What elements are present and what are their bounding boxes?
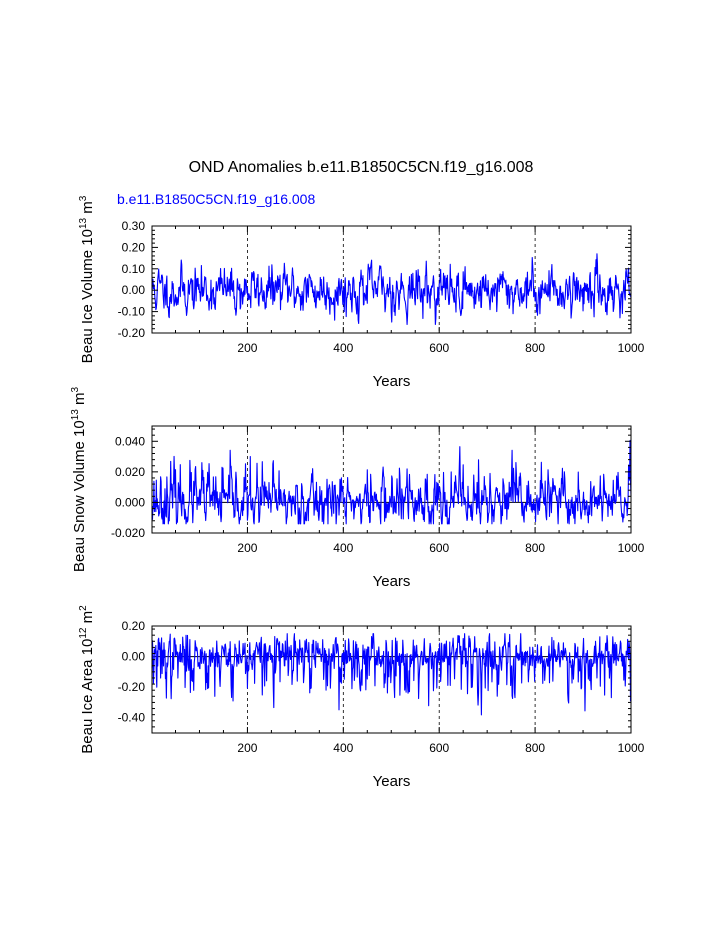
x-tick-label: 600 <box>429 341 449 355</box>
y-axis-title-unit: m <box>71 392 88 409</box>
y-axis-title: Beau Ice Volume 1013 m3 <box>78 195 96 363</box>
x-tick-label: 200 <box>237 541 257 555</box>
series-line <box>151 633 632 716</box>
figure-title: OND Anomalies b.e11.B1850C5CN.f19_g16.00… <box>189 159 534 176</box>
x-tick-label: 600 <box>429 541 449 555</box>
y-tick-label: 0.20 <box>122 240 146 254</box>
y-axis-title-exponent: 13 <box>78 217 89 229</box>
y-axis-title-unit-exponent: 2 <box>78 605 89 611</box>
y-axis-title-unit-exponent: 3 <box>78 195 89 201</box>
x-tick-label: 800 <box>525 541 545 555</box>
series-line <box>151 439 632 525</box>
x-tick-label: 400 <box>333 741 353 755</box>
chart-panel-2: 200 400 600 800 1000 -0.020 0.000 0.020 0.040 Yea… <box>70 386 645 590</box>
y-tick-label: 0.000 <box>115 495 145 509</box>
plot-frame <box>151 625 632 734</box>
y-tick-label: 0.00 <box>122 283 146 297</box>
y-tick-label: -0.020 <box>111 526 145 540</box>
chart-panel-1: 200 400 600 800 1000 -0.20 -0.10 0.00 0.10 0.20 0.… <box>78 195 645 390</box>
x-tick-label: 1000 <box>618 541 645 555</box>
y-axis-title-unit: m <box>79 611 96 628</box>
y-tick-label: -0.10 <box>118 305 146 319</box>
y-tick-label: 0.10 <box>122 262 146 276</box>
y-tick-label: -0.20 <box>118 680 146 694</box>
x-tick-label: 1000 <box>618 341 645 355</box>
y-axis-title-main: Beau Snow Volume 10 <box>71 420 88 572</box>
x-tick-label: 800 <box>525 741 545 755</box>
y-axis-title: Beau Ice Area 1012 m2 <box>78 605 96 754</box>
x-tick-label: 200 <box>237 341 257 355</box>
legend-label: b.e11.B1850C5CN.f19_g16.008 <box>117 191 315 207</box>
x-tick-label: 1000 <box>618 741 645 755</box>
y-tick-label: 0.020 <box>115 465 145 479</box>
y-axis-title-main: Beau Ice Volume 10 <box>79 229 96 363</box>
y-axis-title-unit-exponent: 3 <box>70 386 81 392</box>
y-tick-label: 0.20 <box>122 619 146 633</box>
x-tick-label: 800 <box>525 341 545 355</box>
chart-panel-3: 200 400 600 800 1000 -0.40 -0.20 0.00 0.20 Years B… <box>78 605 645 790</box>
x-tick-label: 400 <box>333 341 353 355</box>
y-tick-label: -0.20 <box>118 326 146 340</box>
y-tick-label: 0.00 <box>122 650 146 664</box>
x-tick-label: 600 <box>429 741 449 755</box>
y-tick-label: 0.040 <box>115 434 145 448</box>
y-axis-title: Beau Snow Volume 1013 m3 <box>70 386 88 572</box>
y-axis-title-exponent: 12 <box>78 627 89 639</box>
y-tick-label: 0.30 <box>122 219 146 233</box>
panels: 200 400 600 800 1000 -0.20 -0.10 0.00 0.10 0.20 0.… <box>70 195 645 790</box>
x-axis-title: Years <box>373 373 411 390</box>
y-axis-title-unit: m <box>79 201 96 218</box>
x-tick-label: 200 <box>237 741 257 755</box>
y-axis-title-main: Beau Ice Area 10 <box>79 639 96 754</box>
y-tick-label: -0.40 <box>118 711 146 725</box>
x-axis-title: Years <box>373 773 411 790</box>
series-line <box>151 253 632 325</box>
y-axis-title-exponent: 13 <box>70 409 81 421</box>
x-axis-title: Years <box>373 573 411 590</box>
x-tick-label: 400 <box>333 541 353 555</box>
